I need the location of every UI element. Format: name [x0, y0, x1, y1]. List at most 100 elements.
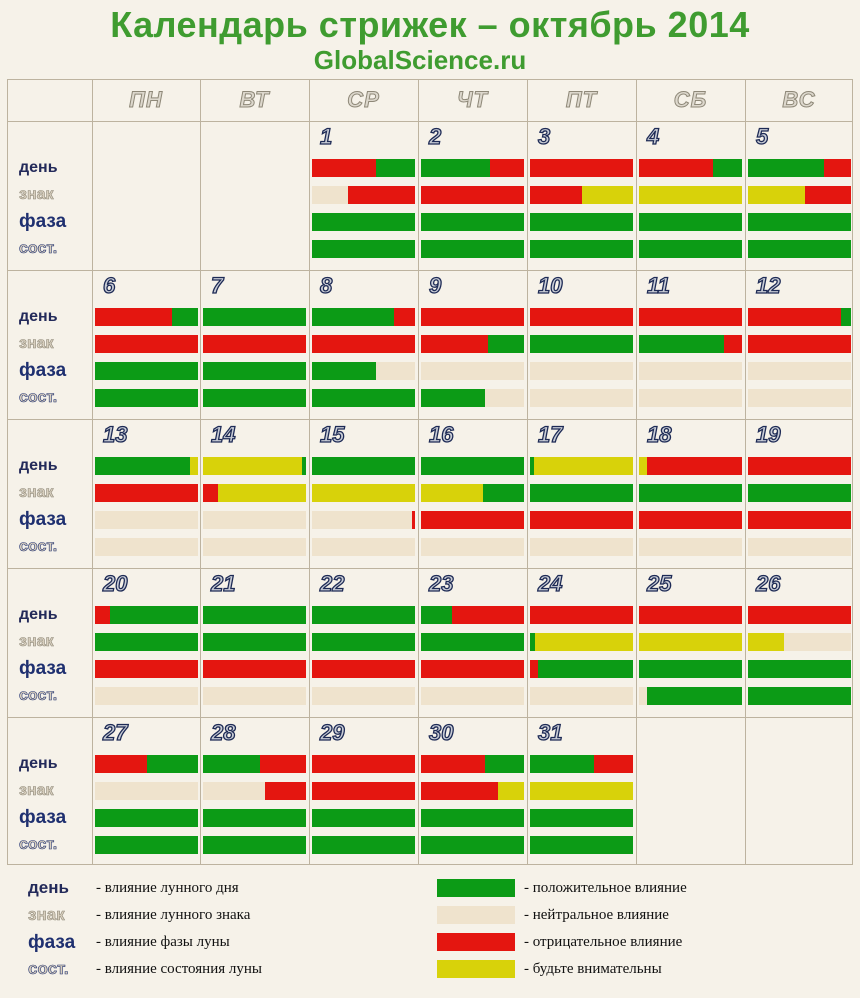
day-cell[interactable]: 27: [95, 717, 198, 865]
day-cell[interactable]: 31: [530, 717, 633, 865]
bar-segment: [840, 308, 851, 326]
influence-bar: [530, 660, 633, 678]
legend-text: - влияние фазы луны: [96, 934, 230, 950]
influence-bar: [312, 809, 415, 827]
bar-segment: [639, 484, 742, 502]
day-cell[interactable]: 28: [203, 717, 306, 865]
bar-segment: [484, 755, 524, 773]
influence-bar: [530, 308, 633, 326]
day-cell[interactable]: 8: [312, 270, 415, 419]
bar-segment: [748, 660, 851, 678]
influence-bar: [639, 457, 742, 475]
weekday-header: СБ: [673, 87, 708, 113]
bar-segment: [259, 755, 306, 773]
day-cell[interactable]: 4: [639, 121, 742, 270]
day-number: 16: [428, 422, 454, 447]
influence-bar: [530, 687, 633, 705]
day-cell[interactable]: 12: [748, 270, 851, 419]
bar-segment: [95, 389, 198, 407]
day-cell[interactable]: 13: [95, 419, 198, 568]
weekday-header: ВТ: [239, 87, 270, 113]
day-cell[interactable]: 3: [530, 121, 633, 270]
influence-bar: [95, 389, 198, 407]
grid-line: [418, 79, 419, 865]
bar-segment: [146, 755, 198, 773]
row-label: фаза: [19, 509, 67, 530]
calendar-grid: ПН ВТ СР ЧТ ПТ СБ ВС день знак фаза сост. 1 2 3 4 5 день…: [7, 79, 853, 865]
day-cell[interactable]: 9: [421, 270, 524, 419]
day-cell[interactable]: 29: [312, 717, 415, 865]
influence-bar: [530, 186, 633, 204]
day-cell[interactable]: 18: [639, 419, 742, 568]
influence-bar: [748, 240, 851, 258]
bar-segment: [203, 457, 302, 475]
day-number: 6: [102, 273, 116, 298]
grid-line: [852, 79, 853, 865]
influence-bar: [748, 687, 851, 705]
day-cell[interactable]: 11: [639, 270, 742, 419]
day-cell[interactable]: 5: [748, 121, 851, 270]
influence-bar: [95, 308, 198, 326]
bar-segment: [639, 660, 742, 678]
bar-segment: [487, 335, 524, 353]
bar-segment: [530, 335, 633, 353]
day-cell[interactable]: 26: [748, 568, 851, 717]
influence-bar: [203, 538, 306, 556]
bar-segment: [647, 687, 742, 705]
day-cell[interactable]: 17: [530, 419, 633, 568]
bar-segment: [95, 633, 198, 651]
influence-bar: [312, 660, 415, 678]
day-cell[interactable]: 23: [421, 568, 524, 717]
grid-line: [7, 864, 853, 865]
weekday-header: ПТ: [565, 87, 598, 113]
weekday-header: ВС: [782, 87, 816, 113]
bar-segment: [530, 186, 582, 204]
day-cell[interactable]: 25: [639, 568, 742, 717]
day-cell[interactable]: 1: [312, 121, 415, 270]
influence-bar: [95, 362, 198, 380]
influence-bar: [312, 335, 415, 353]
influence-bar: [748, 186, 851, 204]
bar-segment: [639, 362, 742, 380]
row-label: фаза: [19, 211, 67, 232]
day-cell[interactable]: 15: [312, 419, 415, 568]
day-cell[interactable]: 14: [203, 419, 306, 568]
influence-bar: [530, 159, 633, 177]
influence-bar: [421, 660, 524, 678]
bar-segment: [530, 240, 633, 258]
day-number: 22: [319, 571, 345, 596]
day-cell[interactable]: 30: [421, 717, 524, 865]
day-cell[interactable]: 2: [421, 121, 524, 270]
bar-segment: [312, 606, 415, 624]
influence-bar: [95, 484, 198, 502]
bar-segment: [203, 389, 306, 407]
day-cell[interactable]: 16: [421, 419, 524, 568]
influence-bar: [312, 755, 415, 773]
influence-bar: [748, 335, 851, 353]
bar-segment: [639, 335, 725, 353]
influence-bar: [639, 308, 742, 326]
day-cell[interactable]: 6: [95, 270, 198, 419]
day-cell[interactable]: 22: [312, 568, 415, 717]
influence-bar: [748, 606, 851, 624]
bar-segment: [203, 687, 306, 705]
bar-segment: [530, 213, 633, 231]
day-cell[interactable]: 21: [203, 568, 306, 717]
day-number: 11: [646, 273, 670, 298]
bar-segment: [95, 457, 190, 475]
day-cell[interactable]: 7: [203, 270, 306, 419]
grid-line: [7, 419, 853, 420]
bar-segment: [312, 240, 415, 258]
bar-segment: [639, 159, 714, 177]
row-label: знак: [19, 335, 54, 353]
bar-segment: [95, 755, 147, 773]
bar-segment: [421, 308, 524, 326]
influence-bar: [312, 186, 415, 204]
bar-segment: [203, 484, 219, 502]
day-cell[interactable]: 10: [530, 270, 633, 419]
day-cell[interactable]: 24: [530, 568, 633, 717]
bar-segment: [421, 782, 499, 800]
bar-segment: [421, 633, 524, 651]
day-cell[interactable]: 19: [748, 419, 851, 568]
day-cell[interactable]: 20: [95, 568, 198, 717]
